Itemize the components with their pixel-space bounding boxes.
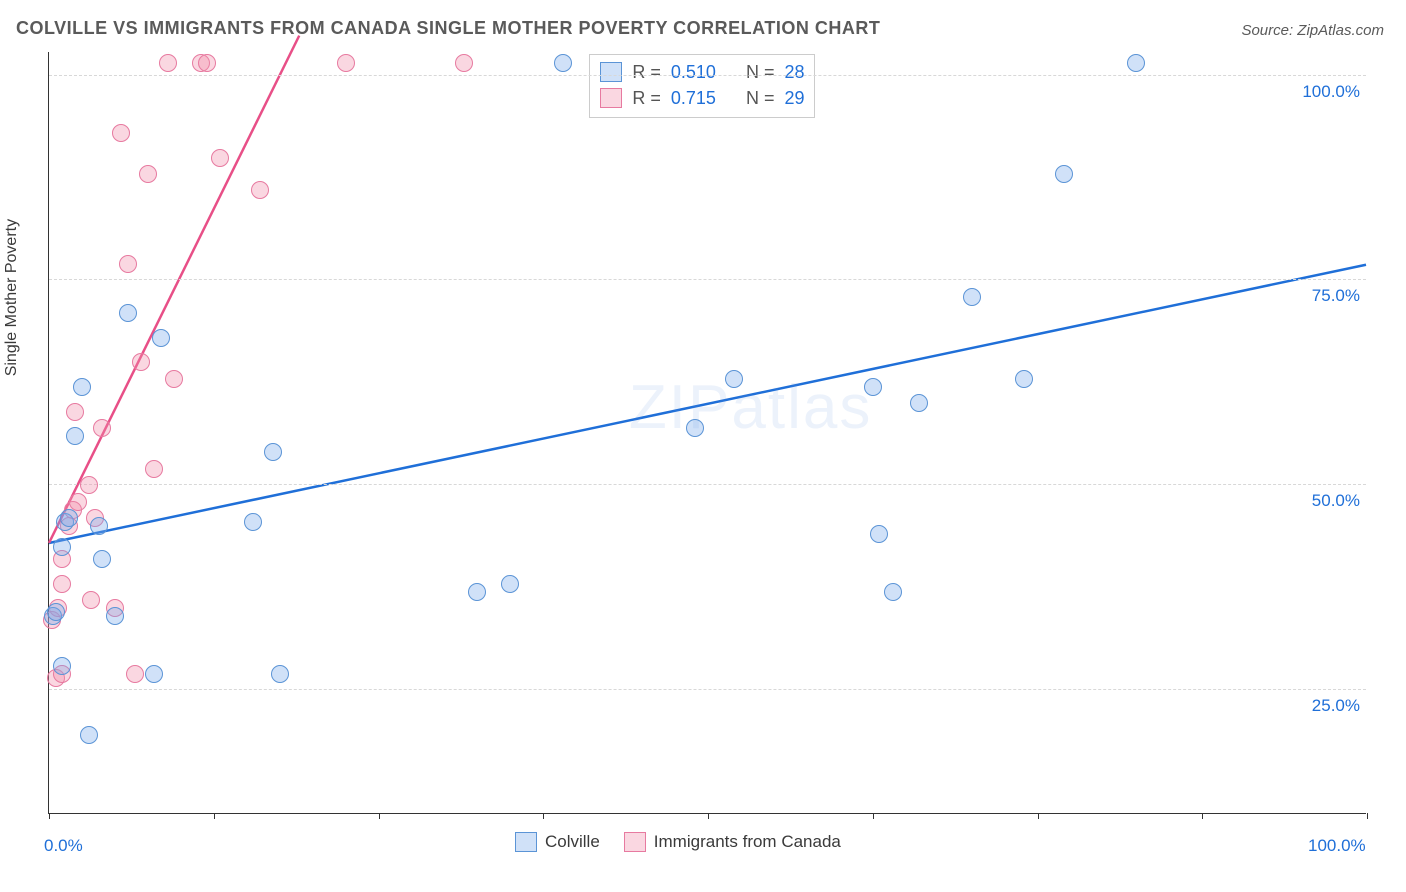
point-colville (1055, 165, 1073, 183)
n-label: N = (746, 59, 775, 85)
point-colville (864, 378, 882, 396)
point-colville (1127, 54, 1145, 72)
legend-series: Colville Immigrants from Canada (515, 832, 841, 852)
point-colville (468, 583, 486, 601)
r-value: 0.715 (671, 85, 716, 111)
point-colville (66, 427, 84, 445)
point-colville (725, 370, 743, 388)
r-value: 0.510 (671, 59, 716, 85)
x-tick-label: 0.0% (44, 836, 83, 856)
gridline (49, 689, 1366, 690)
point-canada (139, 165, 157, 183)
point-canada (69, 493, 87, 511)
n-label: N = (746, 85, 775, 111)
swatch-colville-icon (600, 62, 622, 82)
plot-area: ZIPatlas R =0.510N =28R =0.715N =29 25.0… (48, 52, 1366, 814)
x-tick (1038, 813, 1039, 819)
r-label: R = (632, 85, 661, 111)
x-tick (543, 813, 544, 819)
legend-item-canada: Immigrants from Canada (624, 832, 841, 852)
point-canada (159, 54, 177, 72)
legend-stat-row-canada: R = 0.715 N = 29 (600, 85, 804, 111)
point-canada (93, 419, 111, 437)
point-colville (53, 538, 71, 556)
point-colville (870, 525, 888, 543)
point-colville (60, 509, 78, 527)
trendline-canada (49, 36, 299, 543)
point-canada (53, 575, 71, 593)
point-colville (119, 304, 137, 322)
x-tick-label: 100.0% (1308, 836, 1366, 856)
point-colville (53, 657, 71, 675)
point-colville (244, 513, 262, 531)
x-tick (1202, 813, 1203, 819)
swatch-canada-icon (600, 88, 622, 108)
r-label: R = (632, 59, 661, 85)
point-colville (264, 443, 282, 461)
point-colville (271, 665, 289, 683)
x-tick (214, 813, 215, 819)
point-canada (337, 54, 355, 72)
point-canada (80, 476, 98, 494)
y-axis-label: Single Mother Poverty (3, 219, 21, 376)
legend-label: Colville (545, 832, 600, 852)
source-attribution: Source: ZipAtlas.com (1241, 22, 1384, 39)
chart-title: COLVILLE VS IMMIGRANTS FROM CANADA SINGL… (16, 18, 880, 39)
x-tick (49, 813, 50, 819)
point-colville (106, 607, 124, 625)
point-colville (963, 288, 981, 306)
point-colville (47, 603, 65, 621)
point-canada (198, 54, 216, 72)
point-canada (165, 370, 183, 388)
point-colville (884, 583, 902, 601)
gridline (49, 484, 1366, 485)
point-canada (455, 54, 473, 72)
point-canada (251, 181, 269, 199)
y-tick-label: 50.0% (1312, 491, 1360, 511)
n-value: 28 (784, 59, 804, 85)
point-colville (501, 575, 519, 593)
x-tick (873, 813, 874, 819)
point-canada (126, 665, 144, 683)
trend-lines-svg (49, 52, 1366, 813)
point-canada (132, 353, 150, 371)
point-colville (554, 54, 572, 72)
chart-container: COLVILLE VS IMMIGRANTS FROM CANADA SINGL… (0, 0, 1406, 892)
swatch-colville-icon (515, 832, 537, 852)
point-colville (80, 726, 98, 744)
x-tick (708, 813, 709, 819)
point-canada (119, 255, 137, 273)
point-colville (93, 550, 111, 568)
x-tick (379, 813, 380, 819)
point-colville (686, 419, 704, 437)
swatch-canada-icon (624, 832, 646, 852)
point-canada (112, 124, 130, 142)
gridline (49, 279, 1366, 280)
point-canada (82, 591, 100, 609)
gridline (49, 75, 1366, 76)
point-canada (66, 403, 84, 421)
point-colville (145, 665, 163, 683)
y-tick-label: 75.0% (1312, 286, 1360, 306)
point-colville (90, 517, 108, 535)
point-canada (145, 460, 163, 478)
legend-label: Immigrants from Canada (654, 832, 841, 852)
x-tick (1367, 813, 1368, 819)
y-tick-label: 100.0% (1302, 82, 1360, 102)
point-colville (910, 394, 928, 412)
y-tick-label: 25.0% (1312, 696, 1360, 716)
trendline-colville (49, 265, 1366, 543)
n-value: 29 (784, 85, 804, 111)
legend-stats: R = 0.510 N = 28 R = 0.715 N = 29 (589, 54, 815, 118)
legend-stat-row-colville: R = 0.510 N = 28 (600, 59, 804, 85)
point-colville (73, 378, 91, 396)
point-colville (1015, 370, 1033, 388)
legend-item-colville: Colville (515, 832, 600, 852)
point-canada (211, 149, 229, 167)
point-colville (152, 329, 170, 347)
